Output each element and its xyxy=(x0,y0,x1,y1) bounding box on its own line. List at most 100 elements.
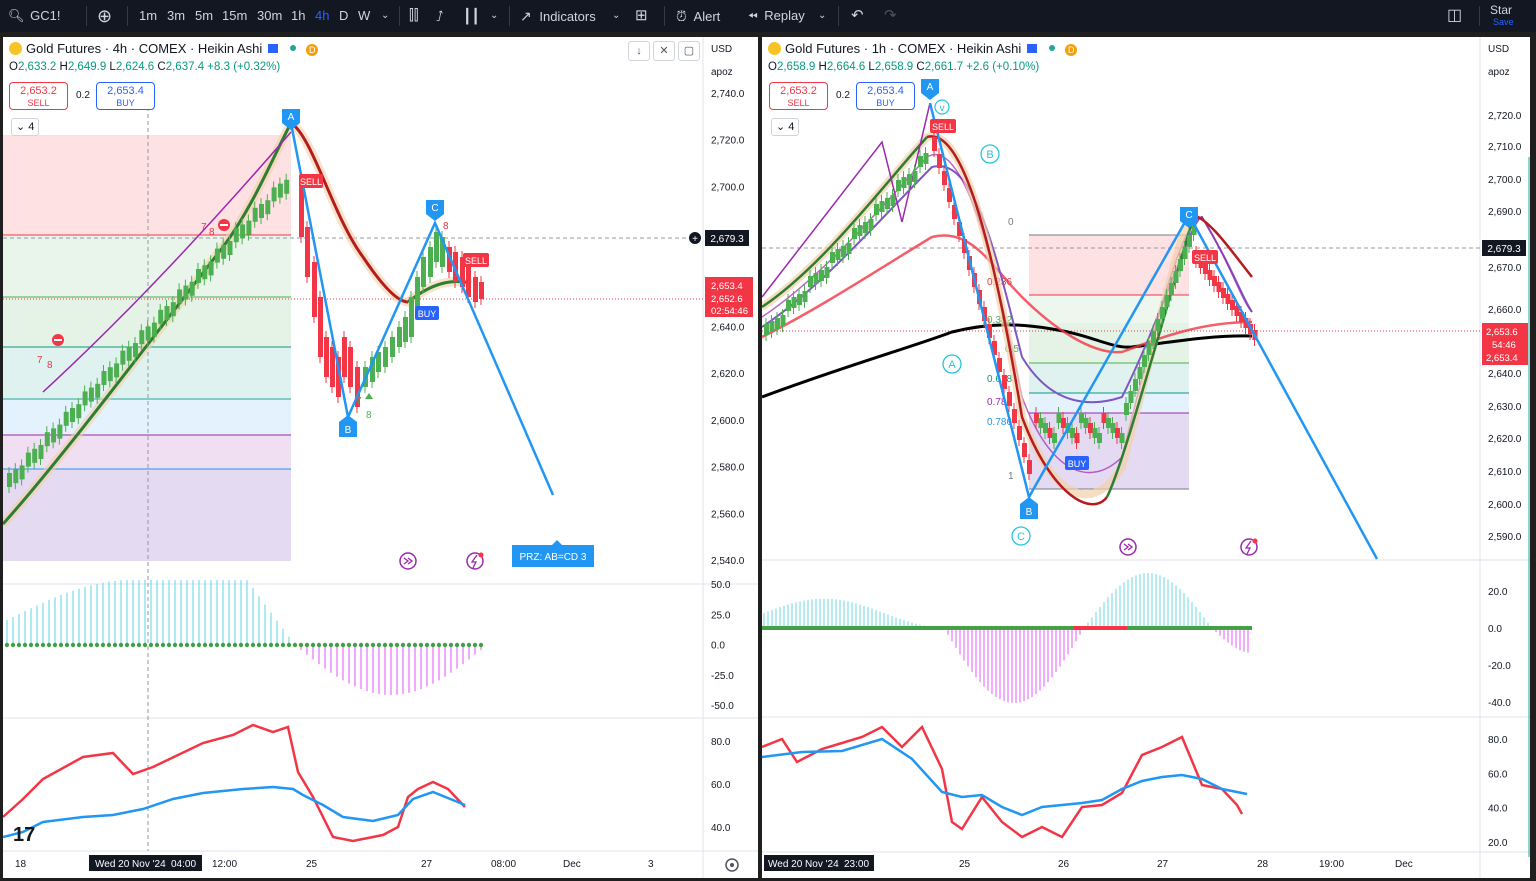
pattern-point-a[interactable]: A xyxy=(282,109,300,130)
axis-tick-label: 50.0 xyxy=(711,580,731,591)
star-label[interactable]: Star xyxy=(1490,3,1513,17)
indicators-collapse-button[interactable]: ⌄ 4 xyxy=(11,118,40,136)
open-value: 2,658.9 xyxy=(776,61,816,73)
interval-1m[interactable]: 1m xyxy=(139,8,158,23)
time-axis[interactable]: 18 Wed 20 Nov '24 04:00 12:00 25 27 08:00 Dec 3 xyxy=(15,855,654,871)
interval-3m[interactable]: 3m xyxy=(167,8,186,23)
pattern-point-c[interactable]: C xyxy=(1180,207,1198,228)
search-icon: 🔍︎ xyxy=(8,8,25,23)
delayed-badge: D xyxy=(1065,44,1078,56)
interval-d[interactable]: D xyxy=(339,8,349,23)
right-chart-panel[interactable]: 0 0.236 0.382 0.5 0.618 0.786 0.786 1 A … xyxy=(762,37,1530,878)
compare-add-icon[interactable]: ⊕ xyxy=(97,6,113,26)
axis-tick-label: 2,660.0 xyxy=(1488,305,1522,316)
time-axis[interactable]: Wed 20 Nov '24 23:00 25 26 27 28 19:00 Dec xyxy=(764,855,1413,871)
lightning-alert-icon[interactable] xyxy=(1240,538,1258,556)
interval-15m[interactable]: 15m xyxy=(222,8,248,23)
candle-body xyxy=(57,424,63,439)
undo-icon[interactable]: ↶ xyxy=(851,7,864,24)
replay-marker-icon[interactable] xyxy=(399,552,417,570)
candle-body xyxy=(841,246,846,257)
sell-button[interactable]: 2,653.2 SELL xyxy=(769,82,828,110)
axis-tick-label: 2,620.0 xyxy=(711,369,745,380)
arrow-down-icon[interactable]: ↓ xyxy=(628,41,650,61)
interval-1h[interactable]: 1h xyxy=(291,8,306,23)
candle-body xyxy=(305,227,310,277)
candle-body xyxy=(846,243,852,254)
left-chart-canvas[interactable]: A B C SELL SELL BUY 7 8 7 8 7 8 xyxy=(3,37,758,878)
replay-button[interactable]: ⏪︎ Replay xyxy=(748,8,805,23)
candle-body xyxy=(38,445,44,459)
right-chart-canvas[interactable]: 0 0.236 0.382 0.5 0.618 0.786 0.786 1 A … xyxy=(762,37,1530,878)
buy-button[interactable]: 2,653.4 BUY xyxy=(96,82,155,110)
maximize-icon[interactable]: ▢ xyxy=(678,41,700,61)
chevron-down-icon[interactable]: ⌄ xyxy=(490,10,499,21)
buy-signal[interactable]: BUY xyxy=(415,306,439,320)
histogram-dot xyxy=(166,642,172,648)
candles-style-icon[interactable]: ┃┃ xyxy=(463,8,480,24)
histogram-dot xyxy=(472,642,478,648)
interval-4h[interactable]: 4h xyxy=(315,8,330,23)
candle-body xyxy=(1133,379,1138,391)
replay-marker-icon[interactable] xyxy=(1119,538,1137,556)
axis-tick-label: 2,700.0 xyxy=(711,182,745,193)
pattern-point-a[interactable]: A xyxy=(921,79,939,100)
pattern-point-b[interactable]: B xyxy=(1020,497,1038,519)
sell-signal[interactable]: SELL xyxy=(930,119,956,133)
candle-body xyxy=(355,367,360,407)
price-axis[interactable]: 2,740.02,720.02,700.02,680.02,660.02,640… xyxy=(711,89,745,567)
scale-mode-label[interactable]: apoz xyxy=(711,67,733,78)
currency-label[interactable]: USD xyxy=(1488,44,1510,55)
interval-30m[interactable]: 30m xyxy=(257,8,283,23)
interval-5m[interactable]: 5m xyxy=(195,8,214,23)
redo-icon[interactable]: ↷ xyxy=(884,7,897,24)
price-axis[interactable]: 2,720.0 2,710.0 2,700.0 2,690.0 2,670.0 2,660… xyxy=(1488,111,1522,543)
settings-gear-icon[interactable] xyxy=(725,858,739,872)
sell-signal[interactable]: SELL xyxy=(299,174,323,188)
chart-legend-header[interactable]: Gold Futures · 1h · COMEX · Heikin Ashi D xyxy=(768,41,1078,56)
scale-mode-label[interactable]: apoz xyxy=(1488,67,1510,78)
candle-body xyxy=(170,302,176,317)
chevron-down-icon[interactable]: ⌄ xyxy=(381,10,390,21)
histogram-dot xyxy=(328,642,334,648)
layout-split-icon[interactable]: ◫ xyxy=(1447,7,1463,24)
pattern-point-c[interactable]: C xyxy=(426,200,444,221)
close-icon[interactable]: ✕ xyxy=(653,41,675,61)
buy-signal[interactable]: BUY xyxy=(1065,456,1089,470)
ma-black-line xyxy=(762,323,1253,399)
high-value: 2,649.9 xyxy=(67,61,107,73)
symbol-search[interactable]: 🔍︎ GC1! xyxy=(8,0,60,32)
layout-grid-icon[interactable]: ⊞ xyxy=(635,7,648,24)
interval-w[interactable]: W xyxy=(358,8,371,23)
candle-body xyxy=(44,432,50,447)
lightning-alert-icon[interactable] xyxy=(466,552,484,570)
sell-signal[interactable]: SELL xyxy=(1192,250,1218,264)
save-label[interactable]: Save xyxy=(1493,17,1514,27)
left-chart-panel[interactable]: A B C SELL SELL BUY 7 8 7 8 7 8 xyxy=(3,37,758,878)
histogram-dot xyxy=(358,642,364,648)
flag-icon[interactable] xyxy=(1027,44,1038,53)
pattern-point-b[interactable]: B xyxy=(339,415,357,437)
chevron-down-icon[interactable]: ⌄ xyxy=(612,10,621,21)
alert-button[interactable]: ⏰︎ Alert xyxy=(676,8,721,24)
prz-label[interactable]: PRZ: AB=CD 3 xyxy=(512,540,594,567)
buy-button[interactable]: 2,653.4 BUY xyxy=(856,82,915,110)
chevron-down-icon[interactable]: ⌄ xyxy=(818,10,827,21)
currency-label[interactable]: USD xyxy=(711,44,733,55)
indicators-collapse-button[interactable]: ⌄ 4 xyxy=(771,118,800,136)
bars-style-icon[interactable]: ⫿⫿ xyxy=(409,7,419,24)
flag-icon[interactable] xyxy=(268,44,279,53)
sell-button[interactable]: 2,653.2 SELL xyxy=(9,82,68,110)
histogram-dot xyxy=(418,642,424,648)
sell-signal[interactable]: SELL xyxy=(463,253,489,267)
histogram-dot xyxy=(112,642,118,648)
indicators-button[interactable]: ↗ Indicators xyxy=(520,8,596,24)
histogram-dot xyxy=(16,642,22,648)
line-style-icon[interactable]: ⭜ xyxy=(436,8,444,24)
chart-legend-header[interactable]: Gold Futures · 4h · COMEX · Heikin Ashi D xyxy=(9,41,319,56)
axis-tick-label: 2,630.0 xyxy=(1488,402,1522,413)
countdown-text: 02:54:46 xyxy=(711,306,748,317)
rsi-axis: 80.0 60.0 40.0 xyxy=(711,737,731,834)
histogram-dot xyxy=(28,642,34,648)
time-tick-label: 27 xyxy=(1157,859,1169,870)
